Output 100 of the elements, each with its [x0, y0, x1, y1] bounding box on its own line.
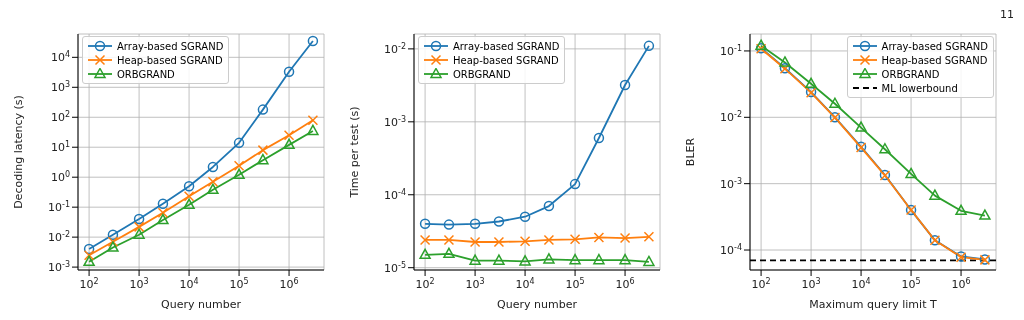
- point: [207, 183, 219, 195]
- point: [493, 216, 505, 227]
- point: [593, 232, 605, 243]
- point: [469, 218, 481, 230]
- point: [257, 153, 269, 165]
- legend-label: ORBGRAND: [117, 68, 175, 80]
- point: [183, 191, 195, 202]
- point: [805, 77, 817, 89]
- y-tick-label: 10$^{-3}$: [48, 259, 70, 275]
- x-tick-label: 10$^{2}$: [751, 276, 771, 291]
- point: [593, 253, 605, 265]
- text: 11: [1000, 8, 1014, 21]
- x-tick-label: 10$^{4}$: [515, 276, 535, 291]
- point: [419, 218, 431, 230]
- x-tick-label: 10$^{5}$: [565, 276, 585, 291]
- x-tick-label: 10$^{5}$: [229, 276, 249, 291]
- point: [905, 167, 917, 179]
- x-tick-label: 10$^{3}$: [129, 276, 149, 291]
- point: [493, 254, 505, 265]
- point: [469, 236, 481, 248]
- x-tick-label: 10$^{2}$: [415, 276, 435, 291]
- point: [929, 189, 941, 200]
- point: [569, 253, 581, 265]
- point: [83, 243, 95, 255]
- point: [569, 178, 581, 190]
- legend-label: Array-based SGRAND: [117, 40, 224, 52]
- point: [779, 56, 791, 67]
- legend-label: ML lowerbound: [881, 82, 958, 94]
- point: [307, 124, 319, 136]
- point: [307, 114, 319, 126]
- point: [107, 236, 119, 248]
- x-tick-label: 10$^{5}$: [901, 276, 921, 291]
- x-tick-label: 10$^{2}$: [79, 276, 99, 291]
- point: [469, 254, 481, 265]
- x-tick-label: 10$^{4}$: [179, 276, 199, 291]
- point: [133, 213, 145, 225]
- point: [83, 255, 95, 267]
- legend-label: Heap-based SGRAND: [117, 54, 223, 66]
- point: [307, 35, 319, 47]
- x-tick-label: 10$^{3}$: [801, 276, 821, 291]
- point: [643, 255, 655, 267]
- point: [543, 200, 555, 212]
- x-tick-label: 10$^{6}$: [615, 276, 635, 291]
- y-tick-label: 10$^{0}$: [50, 169, 70, 185]
- point: [519, 211, 531, 222]
- x-axis-title: Query number: [497, 298, 578, 311]
- point: [593, 132, 605, 144]
- legend-label: Array-based SGRAND: [881, 40, 988, 52]
- point: [879, 143, 891, 154]
- point: [443, 219, 455, 230]
- y-tick-label: 10$^{-2}$: [720, 109, 742, 125]
- point: [519, 255, 531, 266]
- y-tick-label: 10$^{-3}$: [720, 176, 742, 191]
- point: [955, 204, 967, 216]
- y-tick-label: 10$^{-3}$: [384, 114, 406, 129]
- point: [619, 232, 631, 244]
- point: [643, 40, 655, 52]
- point: [543, 234, 555, 246]
- y-tick-label: 10$^{-1}$: [720, 43, 742, 58]
- x-tick-label: 10$^{6}$: [279, 276, 299, 291]
- point: [233, 168, 245, 180]
- point: [419, 234, 431, 246]
- y-tick-label: 10$^{-4}$: [384, 187, 406, 202]
- point: [619, 79, 631, 91]
- y-tick-label: 10$^{-5}$: [384, 260, 406, 275]
- point: [157, 198, 169, 209]
- y-tick-label: 10$^{1}$: [50, 139, 70, 155]
- legend-label: ORBGRAND: [453, 68, 511, 80]
- point: [233, 137, 245, 149]
- point: [829, 97, 841, 109]
- y-axis-title: Time per test (s): [347, 106, 361, 199]
- point: [619, 253, 631, 265]
- point: [569, 234, 581, 245]
- point: [543, 253, 555, 264]
- legend-label: Heap-based SGRAND: [453, 54, 559, 66]
- point: [183, 180, 195, 192]
- point: [133, 221, 145, 233]
- y-tick-label: 10$^{-4}$: [720, 242, 742, 258]
- y-tick-label: 10$^{4}$: [50, 49, 70, 65]
- point: [133, 228, 145, 239]
- y-axis-title: BLER: [683, 137, 697, 167]
- point: [519, 236, 531, 247]
- point: [83, 249, 95, 261]
- point: [493, 236, 505, 248]
- point: [755, 39, 767, 50]
- point: [257, 104, 269, 115]
- legend-label: Heap-based SGRAND: [881, 54, 988, 66]
- legend-label: ORBGRAND: [881, 68, 940, 80]
- point: [855, 121, 867, 132]
- point: [283, 138, 295, 150]
- x-axis-title: Query number: [161, 298, 242, 311]
- point: [107, 229, 119, 241]
- y-tick-label: 10$^{-2}$: [384, 41, 406, 56]
- x-tick-label: 10$^{3}$: [465, 276, 485, 291]
- y-tick-label: 10$^{3}$: [50, 79, 70, 95]
- point: [107, 241, 119, 252]
- point: [283, 66, 295, 77]
- point: [233, 160, 245, 172]
- y-tick-label: 10$^{-2}$: [48, 229, 70, 245]
- y-tick-label: 10$^{-1}$: [48, 199, 70, 215]
